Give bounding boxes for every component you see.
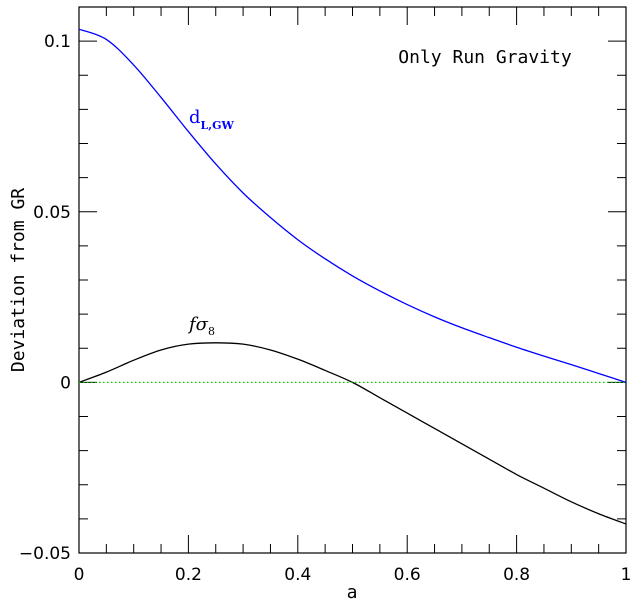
x-tick-label: 0 [74, 565, 85, 585]
series-line-dlgw [78, 28, 627, 383]
x-tick-label: 1 [621, 565, 631, 585]
x-axis-label: a [347, 582, 358, 601]
y-axis-label: Deviation from GR [8, 188, 29, 372]
series-label-dlgw-main: d [189, 107, 201, 128]
series-label-fsigma8-main: fσ [187, 314, 209, 335]
y-tick-label: 0.05 [33, 203, 71, 223]
series-label-fsigma8: fσ8 [187, 314, 215, 338]
x-tick-label: 0.2 [175, 565, 202, 585]
x-tick-label: 0.8 [503, 565, 530, 585]
y-tick-label: 0 [60, 373, 71, 393]
series-label-dlgw: dL,GW [189, 107, 234, 132]
plot-frame [78, 6, 627, 554]
y-tick-label: 0.1 [44, 32, 71, 52]
axis-ticks [78, 6, 627, 554]
y-tick-label: −0.05 [19, 544, 71, 564]
x-tick-label: 0.4 [284, 565, 311, 585]
series-lines [78, 28, 627, 525]
series-line-fsigma8 [78, 342, 627, 525]
series-label-dlgw-sub: L,GW [201, 119, 235, 132]
annotation-only-run-gravity: Only Run Gravity [398, 47, 572, 68]
x-tick-label: 0.6 [394, 565, 421, 585]
series-label-fsigma8-sub: 8 [208, 325, 215, 338]
